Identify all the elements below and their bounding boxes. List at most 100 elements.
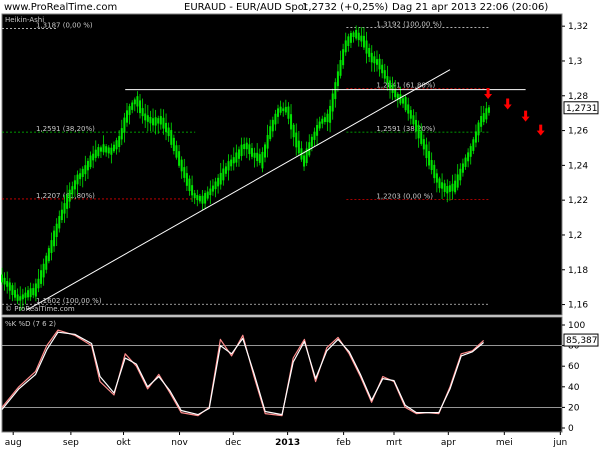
candle-body <box>178 151 181 166</box>
candle-body <box>362 35 365 48</box>
price-tag-label: 1,2731 <box>566 104 598 114</box>
candle-body <box>144 113 147 121</box>
candle-body <box>386 76 389 84</box>
candle-body <box>149 116 152 124</box>
candle-body <box>448 185 451 192</box>
candle-body <box>310 136 313 147</box>
candle-body <box>297 140 300 154</box>
x-axis-label: apr <box>441 438 456 448</box>
candle-body <box>391 84 394 93</box>
candle-body <box>266 135 269 149</box>
candle-body <box>407 104 410 114</box>
candle-body <box>415 119 418 132</box>
candle-body <box>211 185 214 192</box>
candle-body <box>32 288 35 296</box>
candle-body <box>474 131 477 143</box>
candle-body <box>394 89 397 98</box>
candle-body <box>222 168 225 181</box>
candle-body <box>209 188 212 196</box>
candle-body <box>14 290 17 298</box>
candle-body <box>235 152 238 163</box>
candle-body <box>409 110 412 119</box>
candle-body <box>485 108 488 120</box>
candle-body <box>456 174 459 188</box>
candle-body <box>99 147 102 152</box>
candle-body <box>295 132 298 148</box>
candle-body <box>165 122 168 133</box>
candle-body <box>430 160 433 171</box>
candle-body <box>19 296 22 301</box>
candle-body <box>417 124 420 139</box>
candle-body <box>112 144 115 152</box>
candle-body <box>334 82 337 100</box>
candle-body <box>73 180 76 190</box>
candle-body <box>159 116 162 125</box>
candle-body <box>133 99 136 105</box>
candle-body <box>110 147 113 155</box>
candle-body <box>232 157 235 164</box>
x-axis-label: dec <box>225 438 241 448</box>
candle-body <box>66 194 69 209</box>
stochastic-panel-title: %K %D (7 6 2) <box>5 320 56 328</box>
candle-body <box>381 64 384 74</box>
candle-body <box>355 29 358 39</box>
stochastic-axis-label: 80 <box>568 342 580 352</box>
candle-body <box>175 145 178 158</box>
candle-body <box>139 100 142 114</box>
candle-body <box>237 149 240 159</box>
x-axis-label: sep <box>63 438 79 448</box>
candle-body <box>21 294 24 300</box>
price-panel-title: Heikin-Ashi <box>5 16 44 24</box>
candle-body <box>487 107 490 113</box>
candle-body <box>399 94 402 104</box>
candle-body <box>303 155 306 167</box>
candle-body <box>84 165 87 175</box>
candle-body <box>321 118 324 124</box>
candle-body <box>154 117 157 126</box>
candle-body <box>292 124 295 138</box>
candle-body <box>469 146 472 157</box>
candle-body <box>170 130 173 145</box>
fib-right-100-label: 1,3192 (100,00 %) <box>376 21 442 29</box>
candle-body <box>79 173 82 180</box>
candle-body <box>443 183 446 192</box>
candle-body <box>313 131 316 140</box>
candle-body <box>331 93 334 112</box>
candle-body <box>250 148 253 157</box>
candle-body <box>402 98 405 104</box>
candle-body <box>8 282 11 291</box>
down-arrow <box>521 110 530 122</box>
price-axis-label: 1,22 <box>568 196 588 206</box>
candle-body <box>420 131 423 144</box>
candle-body <box>40 270 43 284</box>
candle-body <box>264 144 267 158</box>
candle-body <box>282 108 285 111</box>
candle-body <box>16 294 19 301</box>
candle-body <box>60 209 63 221</box>
candle-body <box>373 56 376 64</box>
candle-body <box>224 166 227 174</box>
candle-body <box>206 191 209 199</box>
candle-body <box>368 47 371 57</box>
candle-body <box>323 117 326 122</box>
last-quote: 1,2732 (+0,25%) <box>302 2 389 13</box>
fib-left-382-label: 1,2591 (38,20%) <box>36 125 95 133</box>
candle-body <box>3 277 6 285</box>
candle-body <box>63 203 66 214</box>
candle-body <box>105 146 108 153</box>
candle-body <box>383 70 386 79</box>
candle-body <box>388 80 391 89</box>
candle-body <box>277 108 280 117</box>
price-panel <box>1 13 563 316</box>
candle-body <box>146 115 149 122</box>
candle-body <box>1 274 3 283</box>
candle-body <box>287 106 290 119</box>
candle-body <box>198 195 201 202</box>
candle-body <box>336 71 339 87</box>
candle-body <box>378 58 381 70</box>
candle-body <box>412 115 415 125</box>
candle-body <box>284 106 287 113</box>
candle-body <box>125 110 128 123</box>
candle-body <box>459 168 462 181</box>
candle-body <box>258 154 261 163</box>
